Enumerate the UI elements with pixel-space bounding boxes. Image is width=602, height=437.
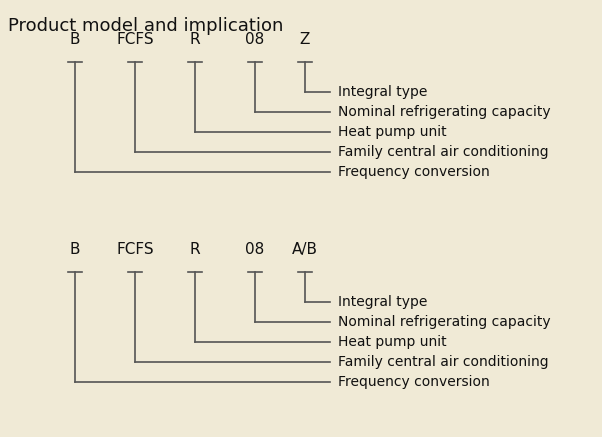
Text: R: R bbox=[190, 242, 200, 257]
Text: FCFS: FCFS bbox=[116, 242, 154, 257]
Text: Heat pump unit: Heat pump unit bbox=[338, 335, 447, 349]
Text: Family central air conditioning: Family central air conditioning bbox=[338, 145, 548, 159]
Text: Family central air conditioning: Family central air conditioning bbox=[338, 355, 548, 369]
Text: B: B bbox=[70, 242, 80, 257]
Text: R: R bbox=[190, 32, 200, 47]
Text: Integral type: Integral type bbox=[338, 85, 427, 99]
Text: Heat pump unit: Heat pump unit bbox=[338, 125, 447, 139]
Text: 08: 08 bbox=[246, 242, 265, 257]
Text: Z: Z bbox=[300, 32, 310, 47]
Text: Integral type: Integral type bbox=[338, 295, 427, 309]
Text: 08: 08 bbox=[246, 32, 265, 47]
Text: Product model and implication: Product model and implication bbox=[8, 17, 284, 35]
Text: Nominal refrigerating capacity: Nominal refrigerating capacity bbox=[338, 315, 551, 329]
Text: Frequency conversion: Frequency conversion bbox=[338, 375, 490, 389]
Text: Nominal refrigerating capacity: Nominal refrigerating capacity bbox=[338, 105, 551, 119]
Text: B: B bbox=[70, 32, 80, 47]
Text: A/B: A/B bbox=[292, 242, 318, 257]
Text: Frequency conversion: Frequency conversion bbox=[338, 165, 490, 179]
Text: FCFS: FCFS bbox=[116, 32, 154, 47]
